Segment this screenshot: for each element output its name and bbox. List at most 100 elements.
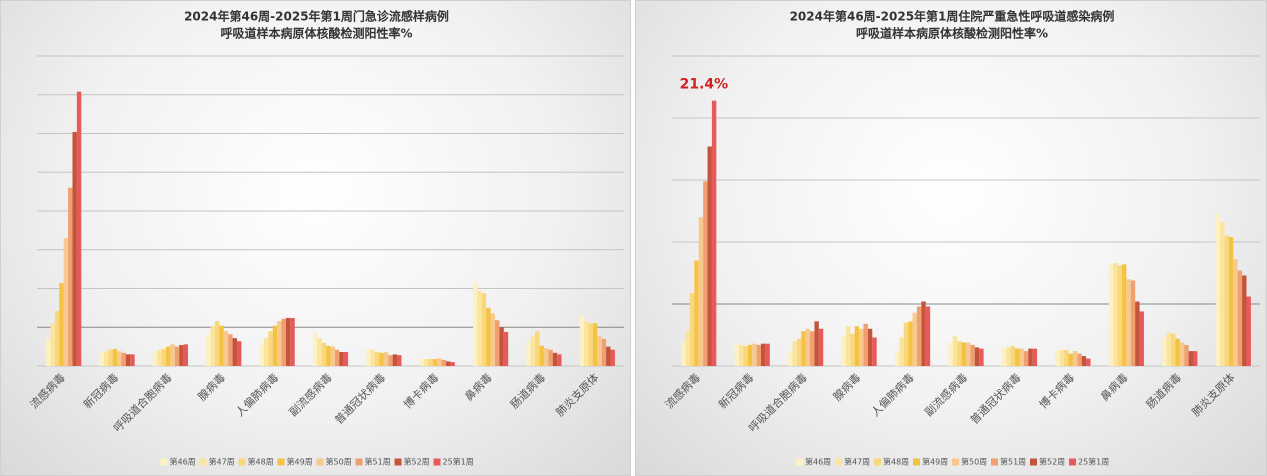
bar	[1224, 235, 1229, 366]
bar	[698, 217, 704, 366]
bar	[1086, 358, 1091, 366]
bar	[214, 321, 220, 366]
chart-subtitle: 呼吸道样本病原体核酸检测阳性率%	[220, 26, 412, 41]
bar	[1246, 296, 1251, 366]
bar	[1064, 349, 1069, 366]
bar	[63, 238, 69, 366]
bar	[375, 352, 380, 366]
legend-label: 第48周	[248, 457, 274, 467]
bar	[805, 328, 811, 366]
bar	[388, 355, 393, 366]
bar	[54, 310, 60, 366]
bar	[157, 349, 162, 366]
bar	[259, 345, 264, 366]
bar	[597, 335, 602, 366]
x-tick-label: 博卡病毒	[400, 370, 441, 411]
bar	[428, 359, 433, 366]
bar	[370, 349, 376, 366]
bar	[130, 354, 135, 366]
legend-swatch	[316, 458, 324, 466]
x-tick-label: 肺炎支原体	[553, 370, 602, 419]
bar	[1193, 351, 1198, 366]
bar	[210, 325, 215, 366]
x-tick-label: 副流感病毒	[921, 370, 970, 419]
bar	[681, 342, 686, 366]
legend-label: 第48周	[883, 457, 909, 467]
bar	[526, 341, 531, 366]
bar	[441, 359, 447, 366]
bar	[734, 343, 739, 366]
bar	[1032, 348, 1038, 366]
bar	[588, 323, 593, 366]
bar	[219, 325, 224, 366]
x-tick-label: 人偏肺病毒	[868, 370, 917, 419]
bar	[76, 91, 82, 367]
bar	[689, 292, 695, 366]
chart-title: 2024年第46周-2025年第1周住院严重急性呼吸道感染病例	[790, 9, 1115, 24]
bar	[228, 334, 233, 366]
bar	[494, 320, 500, 366]
bar	[486, 307, 491, 366]
bar	[236, 341, 242, 366]
bar	[383, 352, 389, 366]
bar	[788, 351, 793, 366]
bar	[281, 318, 286, 366]
x-tick-label: 肠道病毒	[1143, 370, 1184, 411]
bar	[810, 331, 815, 366]
bar	[1139, 311, 1144, 366]
bar	[952, 336, 958, 366]
x-tick-label: 副流感病毒	[286, 370, 335, 419]
legend-swatch	[991, 458, 998, 466]
legend-swatch	[1069, 458, 1076, 466]
legend-label: 第46周	[170, 457, 196, 467]
bar	[326, 345, 331, 366]
bar	[1121, 264, 1127, 366]
bar	[966, 342, 971, 366]
bar	[539, 345, 544, 366]
bar	[343, 352, 349, 366]
bar	[925, 306, 931, 366]
bar	[850, 333, 855, 366]
bar	[450, 362, 455, 366]
x-tick-label: 新冠病毒	[80, 370, 121, 411]
bar	[1126, 279, 1131, 366]
bar	[503, 331, 509, 366]
bar	[1175, 338, 1180, 366]
bar	[801, 331, 806, 366]
bar	[490, 313, 495, 366]
bar	[121, 352, 126, 366]
bar	[592, 323, 598, 366]
legend-label: 第50周	[961, 457, 987, 467]
bar	[1055, 349, 1060, 366]
bar	[606, 346, 611, 366]
legend-label: 25第1周	[1078, 457, 1109, 467]
bar	[854, 326, 860, 366]
legend-label: 25第1周	[443, 457, 474, 467]
bar	[752, 343, 757, 366]
legend-label: 第51周	[1000, 457, 1026, 467]
bar	[499, 327, 504, 366]
bar	[957, 341, 962, 366]
bar	[183, 344, 189, 366]
bar	[1130, 280, 1136, 366]
bar	[584, 321, 589, 366]
bar	[760, 343, 766, 366]
bar	[1162, 337, 1167, 366]
bar	[446, 361, 451, 366]
bar	[161, 348, 167, 366]
x-tick-label: 新冠病毒	[715, 370, 756, 411]
bar	[765, 343, 770, 366]
x-tick-label: 腺病毒	[195, 370, 228, 403]
bar	[437, 358, 442, 366]
bar	[1068, 353, 1073, 366]
bar	[530, 335, 536, 366]
bar	[738, 344, 744, 366]
legend-swatch	[277, 458, 285, 466]
bar	[59, 283, 64, 366]
bar	[481, 293, 487, 366]
x-tick-label: 流感病毒	[27, 370, 68, 411]
bar	[170, 344, 175, 366]
x-tick-label: 博卡病毒	[1036, 370, 1077, 411]
x-tick-label: 腺病毒	[830, 370, 863, 403]
bar	[899, 337, 904, 366]
